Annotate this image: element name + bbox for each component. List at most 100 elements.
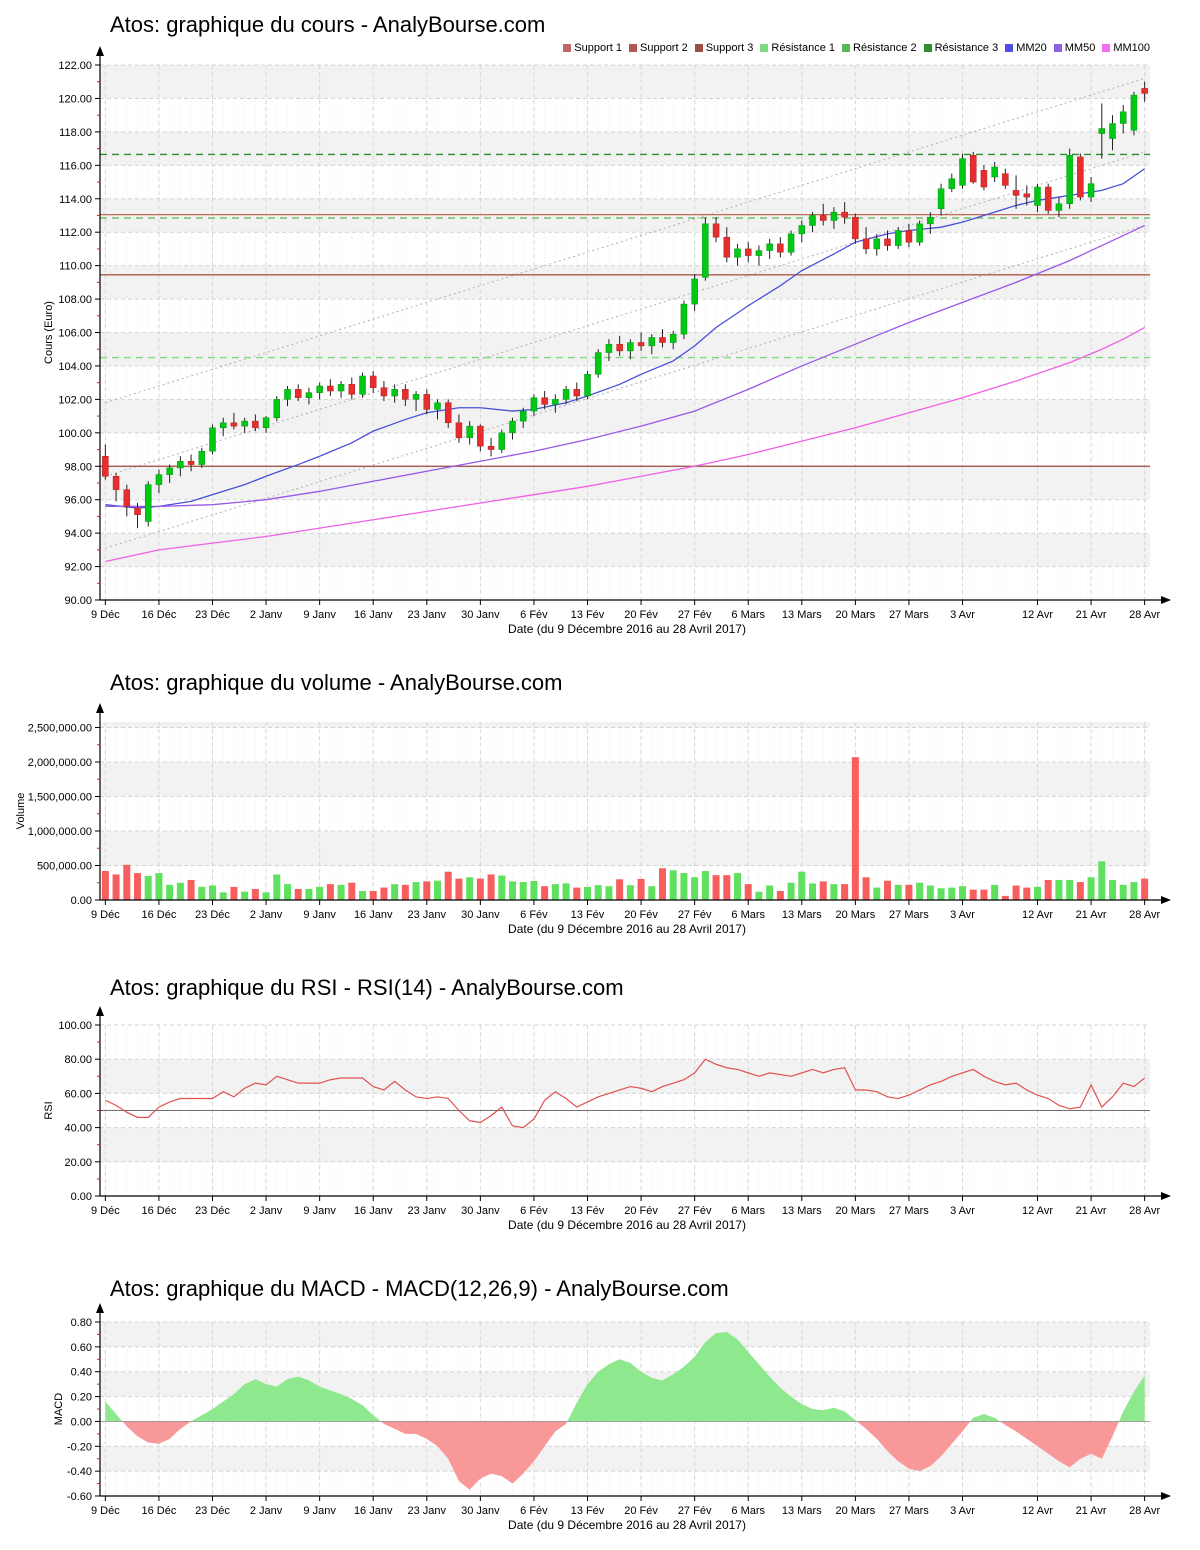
- svg-text:114.00: 114.00: [59, 194, 92, 206]
- legend-item-r-sistance-1: Résistance 1: [760, 42, 835, 54]
- svg-text:2 Janv: 2 Janv: [250, 1205, 283, 1217]
- svg-text:6 Mars: 6 Mars: [731, 609, 765, 621]
- channel-mid: [105, 151, 1145, 477]
- svg-text:0.00: 0.00: [71, 1191, 92, 1203]
- svg-text:23 Déc: 23 Déc: [195, 1205, 230, 1217]
- svg-text:9 Déc: 9 Déc: [91, 1205, 120, 1217]
- macd-chart-section: Atos: graphique du MACD - MACD(12,26,9) …: [0, 1255, 1200, 1550]
- svg-text:108.00: 108.00: [58, 294, 92, 306]
- legend-label: Support 3: [705, 42, 754, 54]
- svg-text:104.00: 104.00: [58, 361, 92, 373]
- svg-text:0.20: 0.20: [71, 1392, 92, 1404]
- svg-text:100.00: 100.00: [58, 428, 92, 440]
- svg-text:9 Janv: 9 Janv: [303, 909, 336, 921]
- macd-chart-plot: -0.60 -0.40 -0.20 0.00 0.20 0.40 0.60 0.80 9 Déc…: [53, 1303, 1171, 1532]
- svg-text:120.00: 120.00: [58, 93, 92, 105]
- svg-text:106.00: 106.00: [58, 328, 92, 340]
- svg-text:16 Déc: 16 Déc: [141, 1205, 176, 1217]
- axes: -0.60 -0.40 -0.20 0.00 0.20 0.40 0.60 0.80 9 Déc…: [53, 1303, 1171, 1532]
- svg-text:2,000,000.00: 2,000,000.00: [28, 757, 92, 769]
- svg-text:27 Mars: 27 Mars: [889, 1505, 929, 1517]
- svg-text:27 Fév: 27 Fév: [678, 1505, 712, 1517]
- svg-text:96.00: 96.00: [64, 495, 92, 507]
- svg-text:12 Avr: 12 Avr: [1022, 609, 1053, 621]
- svg-text:28 Avr: 28 Avr: [1129, 1205, 1160, 1217]
- svg-text:21 Avr: 21 Avr: [1076, 909, 1107, 921]
- svg-text:16 Janv: 16 Janv: [354, 909, 393, 921]
- svg-text:16 Janv: 16 Janv: [354, 609, 393, 621]
- legend-swatch: [760, 44, 769, 52]
- svg-text:28 Avr: 28 Avr: [1129, 1505, 1160, 1517]
- background-stripes: [100, 65, 1150, 567]
- svg-text:13 Mars: 13 Mars: [782, 609, 822, 621]
- svg-text:3 Avr: 3 Avr: [950, 1505, 975, 1517]
- macd-area-negative: [105, 1421, 1145, 1490]
- legend-swatch: [629, 44, 637, 52]
- svg-text:2,500,000.00: 2,500,000.00: [28, 723, 92, 735]
- legend-label: MM20: [1016, 42, 1047, 54]
- svg-text:20 Fév: 20 Fév: [624, 1205, 658, 1217]
- svg-text:6 Fév: 6 Fév: [520, 1205, 548, 1217]
- svg-text:3 Avr: 3 Avr: [950, 609, 975, 621]
- svg-text:0.80: 0.80: [71, 1317, 92, 1329]
- svg-text:Volume: Volume: [15, 793, 27, 830]
- svg-text:13 Fév: 13 Fév: [571, 609, 605, 621]
- svg-text:94.00: 94.00: [64, 528, 92, 540]
- svg-text:2 Janv: 2 Janv: [250, 609, 283, 621]
- svg-text:23 Déc: 23 Déc: [195, 909, 230, 921]
- legend-item-mm50: MM50: [1053, 42, 1096, 54]
- price-chart-plot: 90.00 92.00 94.00 96.00 98.00 100.00 102.00 104…: [43, 46, 1171, 636]
- legend-swatch: [1102, 44, 1111, 52]
- axes: 0.00 20.00 40.00 60.00 80.00 100.00 9 Déc 16 Dé…: [43, 1006, 1171, 1232]
- svg-text:6 Fév: 6 Fév: [520, 1505, 548, 1517]
- legend-swatch: [923, 44, 932, 52]
- svg-text:2 Janv: 2 Janv: [250, 909, 283, 921]
- svg-text:13 Fév: 13 Fév: [571, 909, 605, 921]
- svg-text:20 Mars: 20 Mars: [835, 909, 875, 921]
- svg-text:0.00: 0.00: [71, 1416, 92, 1428]
- legend-item-support-1: Support 1: [563, 42, 622, 54]
- svg-text:500,000.00: 500,000.00: [37, 861, 92, 873]
- rsi-chart-plot: 0.00 20.00 40.00 60.00 80.00 100.00 9 Déc 16 Dé…: [43, 1006, 1171, 1232]
- svg-text:21 Avr: 21 Avr: [1076, 1505, 1107, 1517]
- svg-text:Date (du 9 Décembre 2016 au 28: Date (du 9 Décembre 2016 au 28 Avril 201…: [508, 622, 746, 636]
- svg-text:110.00: 110.00: [59, 261, 92, 273]
- ma-line-MM100: [105, 326, 1145, 563]
- gridlines: [100, 722, 1150, 901]
- legend-item-r-sistance-3: Résistance 3: [923, 42, 998, 54]
- macd-area-positive: [105, 1331, 1145, 1422]
- legend-item-r-sistance-2: Résistance 2: [842, 42, 917, 54]
- svg-text:6 Mars: 6 Mars: [731, 909, 765, 921]
- svg-text:23 Janv: 23 Janv: [408, 1205, 447, 1217]
- svg-text:20 Mars: 20 Mars: [835, 1505, 875, 1517]
- svg-text:3 Avr: 3 Avr: [950, 909, 975, 921]
- svg-text:23 Déc: 23 Déc: [195, 1505, 230, 1517]
- legend-swatch: [563, 44, 572, 52]
- svg-text:30 Janv: 30 Janv: [461, 1505, 500, 1517]
- svg-text:21 Avr: 21 Avr: [1076, 1205, 1107, 1217]
- ma-line-MM50: [105, 224, 1145, 508]
- svg-text:13 Fév: 13 Fév: [571, 1205, 605, 1217]
- svg-text:27 Fév: 27 Fév: [678, 609, 712, 621]
- channel-lower: [105, 225, 1145, 549]
- svg-text:13 Mars: 13 Mars: [782, 1205, 822, 1217]
- volume-chart-plot: 0.00 500,000.00 1,000,000.00 1,500,000.00 2,…: [15, 703, 1171, 936]
- svg-text:20 Fév: 20 Fév: [624, 909, 658, 921]
- svg-text:13 Mars: 13 Mars: [782, 909, 822, 921]
- svg-text:20 Fév: 20 Fév: [624, 609, 658, 621]
- svg-text:1,500,000.00: 1,500,000.00: [28, 792, 92, 804]
- svg-text:112.00: 112.00: [59, 227, 92, 239]
- svg-text:90.00: 90.00: [64, 595, 92, 607]
- svg-text:9 Déc: 9 Déc: [91, 909, 120, 921]
- svg-text:0.00: 0.00: [71, 895, 92, 907]
- legend-label: MM50: [1064, 42, 1096, 54]
- svg-text:23 Janv: 23 Janv: [408, 609, 447, 621]
- legend-label: Résistance 2: [853, 42, 917, 54]
- svg-text:118.00: 118.00: [59, 127, 92, 139]
- svg-text:23 Janv: 23 Janv: [408, 1505, 447, 1517]
- svg-text:21 Avr: 21 Avr: [1076, 609, 1107, 621]
- legend-label: Support 2: [640, 42, 688, 54]
- legend-item-support-3: Support 3: [694, 42, 754, 54]
- svg-text:0.40: 0.40: [71, 1367, 92, 1379]
